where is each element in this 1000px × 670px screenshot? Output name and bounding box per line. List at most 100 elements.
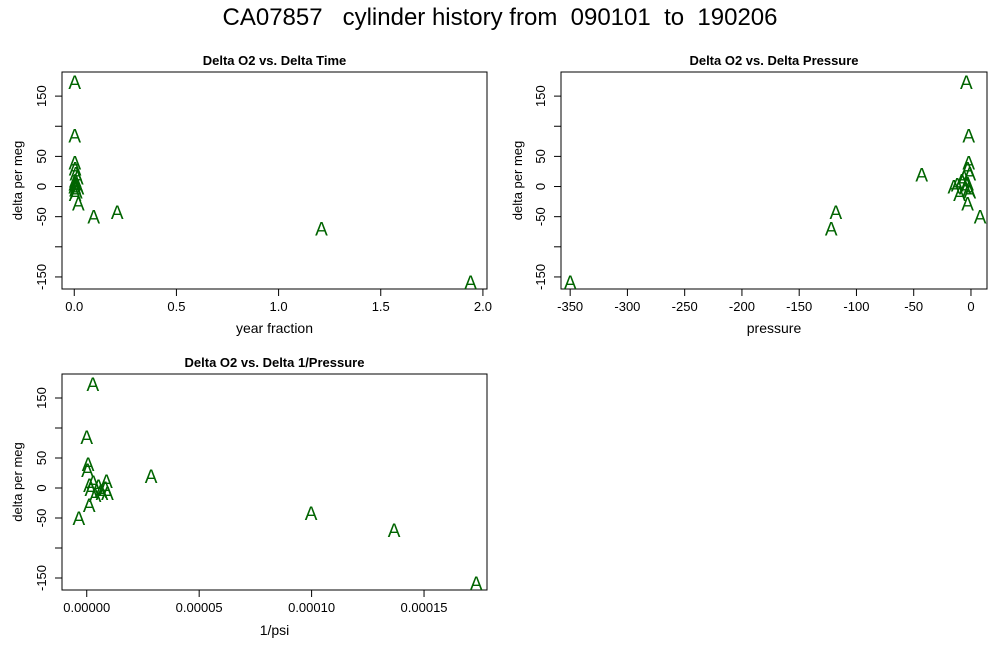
data-point: A — [915, 165, 928, 186]
data-point: A — [84, 480, 97, 501]
data-point: A — [962, 153, 975, 174]
scatter-plot-time: Delta O2 vs. Delta Time 0.0 0.5 1.0 1.5 2.0 -1… — [10, 53, 492, 336]
data-point: A — [958, 168, 971, 189]
data-point: A — [564, 273, 577, 294]
data-point: A — [80, 428, 93, 449]
data-point: A — [963, 164, 976, 185]
x-tick-label: 0 — [967, 299, 974, 314]
x-tick-label: 0.00000 — [63, 600, 110, 615]
data-point: A — [70, 182, 83, 203]
data-point: A — [87, 208, 100, 229]
data-point: A — [73, 509, 86, 530]
x-tick-label: -250 — [672, 299, 698, 314]
data-point: A — [101, 484, 114, 505]
x-axis-label: year fraction — [236, 320, 313, 336]
y-tick-label: -50 — [34, 207, 49, 226]
data-point: A — [470, 574, 483, 595]
y-tick-label: 0 — [34, 183, 49, 190]
data-point: A — [96, 484, 109, 505]
x-tick-label: 1.5 — [372, 299, 390, 314]
data-point: A — [959, 179, 972, 200]
data-point: A — [951, 176, 964, 197]
data-point: A — [69, 175, 82, 196]
data-point: A — [69, 185, 82, 206]
data-point: A — [69, 172, 82, 193]
data-point: A — [947, 178, 960, 199]
y-tick-label: 0 — [533, 183, 548, 190]
data-point: A — [87, 473, 100, 494]
data-point: A — [72, 179, 85, 200]
y-axis-label: delta per meg — [510, 141, 525, 221]
data-point: A — [960, 73, 973, 94]
data-point: A — [829, 203, 842, 224]
data-point: A — [961, 175, 974, 196]
data-point: A — [95, 482, 108, 503]
data-point: A — [388, 521, 401, 542]
x-tick-label: 0.00015 — [401, 600, 448, 615]
data-point: A — [99, 479, 112, 500]
data-point: A — [83, 476, 96, 497]
data-point: A — [305, 504, 318, 525]
x-tick-label: 2.0 — [474, 299, 492, 314]
x-tick-label: 0.00010 — [288, 600, 335, 615]
x-tick-label: -200 — [729, 299, 755, 314]
y-axis-label: delta per meg — [10, 141, 25, 221]
data-point: A — [82, 455, 95, 476]
x-tick-label: 0.5 — [167, 299, 185, 314]
plot-frame — [61, 373, 488, 591]
y-tick-label: -50 — [34, 509, 49, 528]
x-tick-label: 1.0 — [270, 299, 288, 314]
chart-title: Delta O2 vs. Delta 1/Pressure — [185, 355, 365, 370]
data-point: A — [71, 168, 84, 189]
data-point: A — [70, 164, 83, 185]
y-tick-label: 150 — [34, 387, 49, 409]
data-point: A — [315, 220, 328, 241]
plot-frame — [61, 71, 488, 290]
y-tick-label: 150 — [533, 85, 548, 107]
data-point: A — [89, 486, 102, 507]
y-tick-label: -150 — [533, 264, 548, 290]
data-point: A — [92, 477, 105, 498]
y-tick-label: -150 — [34, 264, 49, 290]
x-axis-label: pressure — [747, 320, 802, 336]
scatter-plot-pressure: Delta O2 vs. Delta Pressure -350 -300 -250 -… — [510, 53, 988, 336]
data-point: A — [68, 126, 81, 147]
page-title: CA07857 cylinder history from 090101 to … — [222, 4, 778, 31]
data-point: A — [145, 467, 158, 488]
data-point: A — [70, 176, 83, 197]
y-tick-label: -150 — [34, 565, 49, 591]
y-tick-label: 0 — [34, 484, 49, 491]
y-tick-label: 50 — [533, 149, 548, 163]
scatter-plot-inverse-pressure: Delta O2 vs. Delta 1/Pressure 0.00000 0.00… — [10, 355, 488, 638]
data-point: A — [962, 126, 975, 147]
x-tick-label: 0.0 — [65, 299, 83, 314]
data-point: A — [68, 73, 81, 94]
data-point: A — [955, 172, 968, 193]
x-tick-label: 0.00005 — [176, 600, 223, 615]
x-tick-label: -150 — [786, 299, 812, 314]
y-tick-label: -50 — [533, 207, 548, 226]
data-point: A — [953, 185, 966, 206]
data-point: A — [100, 472, 113, 493]
y-tick-label: 150 — [34, 85, 49, 107]
x-tick-label: -300 — [614, 299, 640, 314]
y-tick-label: 50 — [34, 451, 49, 465]
data-point: A — [111, 203, 124, 224]
data-point: A — [961, 194, 974, 215]
data-point: A — [464, 273, 477, 294]
data-point: A — [974, 208, 987, 229]
data-point: A — [83, 496, 96, 517]
x-tick-label: -350 — [557, 299, 583, 314]
x-tick-label: -50 — [904, 299, 923, 314]
data-point: A — [72, 194, 85, 215]
y-tick-label: 50 — [34, 149, 49, 163]
data-point: A — [69, 159, 82, 180]
data-point: A — [86, 375, 99, 396]
data-point: A — [69, 181, 82, 202]
chart-title: Delta O2 vs. Delta Pressure — [689, 53, 858, 68]
chart-title: Delta O2 vs. Delta Time — [203, 53, 347, 68]
data-point: A — [825, 220, 838, 241]
data-point: A — [962, 181, 975, 202]
data-point: A — [81, 461, 94, 482]
x-axis-label: 1/psi — [260, 622, 290, 638]
